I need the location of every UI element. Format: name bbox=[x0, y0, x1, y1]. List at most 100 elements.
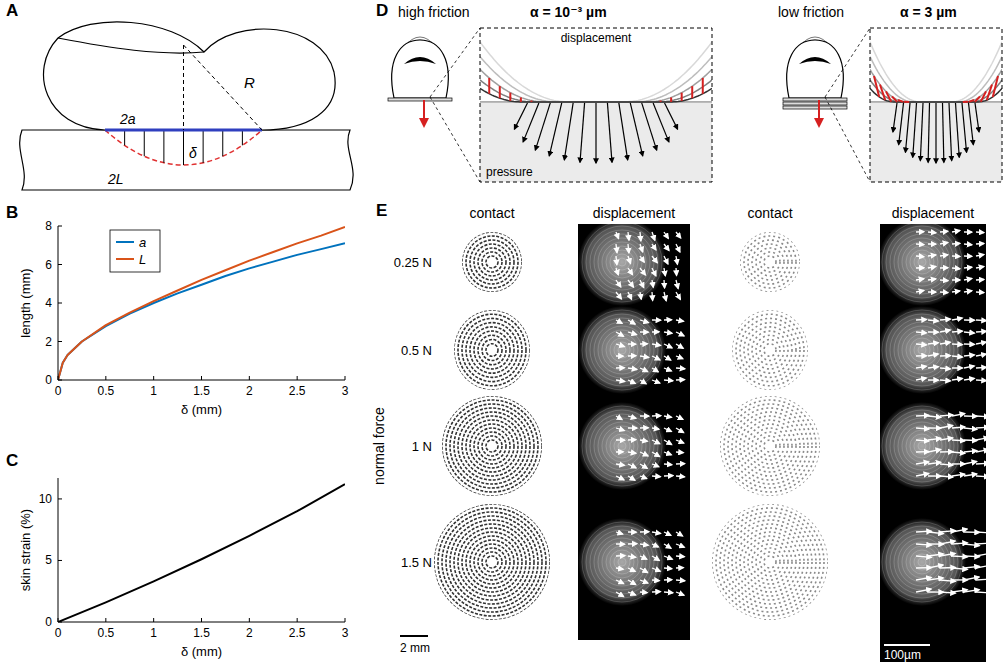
ridge bbox=[478, 432, 506, 460]
displacement-arrow bbox=[676, 344, 683, 348]
displacement-arrow bbox=[676, 544, 684, 547]
displacement-arrow bbox=[916, 255, 924, 257]
ridge bbox=[760, 252, 780, 272]
ridge bbox=[614, 342, 630, 358]
ridge bbox=[910, 550, 934, 574]
displacement-arrow bbox=[664, 244, 669, 251]
x-tick bbox=[345, 376, 346, 380]
ridge bbox=[752, 544, 788, 580]
displacement-arrow bbox=[964, 474, 977, 476]
displacement-arrow bbox=[652, 428, 659, 429]
panel-letter: A bbox=[6, 1, 18, 20]
ridge bbox=[898, 422, 946, 470]
ridge bbox=[882, 224, 962, 302]
ridge bbox=[606, 430, 638, 462]
ridge bbox=[898, 538, 946, 586]
ridge bbox=[760, 436, 780, 456]
displacement-arrow bbox=[928, 331, 938, 332]
displacement-arrow bbox=[640, 380, 646, 384]
pressure-arrow bbox=[893, 103, 897, 132]
ridge bbox=[478, 548, 506, 576]
surface bbox=[20, 130, 353, 190]
displacement-arrow bbox=[928, 416, 941, 417]
ridge bbox=[716, 508, 824, 616]
displacement-arrow bbox=[664, 356, 671, 360]
displacement-arrow bbox=[628, 531, 636, 532]
displacement-arrow bbox=[952, 463, 965, 464]
indent-line bbox=[242, 130, 243, 145]
ridge bbox=[740, 232, 800, 292]
displacement-arrow bbox=[952, 378, 962, 380]
label: δ bbox=[189, 145, 197, 161]
displacement-vector bbox=[670, 97, 672, 101]
displacement-arrow bbox=[976, 553, 986, 556]
displacement-arrow bbox=[616, 355, 623, 356]
displacement-arrow bbox=[928, 243, 936, 244]
displacement-arrow bbox=[952, 452, 965, 453]
ridge bbox=[466, 536, 518, 588]
ridge bbox=[454, 408, 530, 484]
displacement-arrow bbox=[964, 415, 977, 417]
displacement-arrow bbox=[928, 343, 938, 344]
label: 2L bbox=[107, 171, 124, 187]
displacement-arrow bbox=[640, 343, 648, 345]
displacement-arrow bbox=[916, 427, 929, 429]
displacement-arrow bbox=[976, 415, 986, 417]
icon-plate bbox=[388, 98, 452, 101]
skin-region bbox=[480, 102, 712, 182]
pressure-arrow bbox=[949, 103, 952, 161]
pressure-arrow bbox=[928, 103, 929, 162]
legend-label: L bbox=[139, 252, 146, 267]
displacement-arrow bbox=[976, 542, 986, 544]
displacement-arrow bbox=[664, 567, 672, 569]
scale-bar-label: 2 mm bbox=[400, 641, 430, 655]
displacement-arrow bbox=[916, 415, 929, 417]
ridge bbox=[724, 400, 816, 492]
displacement-arrow bbox=[928, 255, 936, 256]
ridge bbox=[882, 522, 962, 602]
series-line bbox=[58, 243, 345, 380]
legend-swatch bbox=[116, 258, 134, 260]
ridge bbox=[764, 556, 776, 568]
displacement-arrow bbox=[652, 368, 658, 372]
ridge bbox=[748, 240, 792, 284]
displacement-arrow bbox=[676, 428, 684, 433]
displacement-arrow bbox=[964, 243, 972, 245]
ridge bbox=[732, 408, 808, 484]
displacement-arrow bbox=[628, 592, 636, 595]
ridge bbox=[914, 254, 930, 270]
ridge bbox=[582, 310, 662, 390]
skin-profile bbox=[870, 80, 1002, 102]
indent-line bbox=[144, 130, 145, 156]
displacement-arrow bbox=[964, 451, 977, 452]
ridge bbox=[610, 250, 634, 274]
ridge bbox=[602, 242, 642, 282]
ridge bbox=[728, 520, 812, 604]
displacement-arrow bbox=[628, 292, 632, 299]
displacement-arrow bbox=[675, 268, 677, 275]
connector bbox=[825, 97, 870, 182]
pressure-arrow bbox=[665, 103, 678, 129]
displacement-arrow bbox=[976, 438, 986, 440]
skin-profile bbox=[480, 89, 712, 102]
indent-line bbox=[183, 130, 184, 165]
panel-letter: C bbox=[6, 451, 18, 470]
y-tick bbox=[58, 622, 62, 623]
series-line bbox=[58, 227, 345, 380]
contact-image bbox=[442, 396, 542, 496]
displacement-arrow bbox=[628, 543, 637, 545]
legend-box bbox=[110, 230, 160, 272]
zoom-label: displacement bbox=[561, 31, 632, 45]
finger-disc bbox=[578, 518, 666, 606]
skin-profile bbox=[870, 42, 1002, 102]
ridge bbox=[764, 344, 776, 357]
ridge bbox=[890, 230, 954, 294]
displacement-arrow bbox=[640, 556, 647, 559]
displacement-vector bbox=[691, 86, 693, 98]
displacement-arrow bbox=[928, 291, 936, 292]
ridge bbox=[446, 400, 538, 492]
pressure-arrow bbox=[580, 103, 585, 162]
x-tick bbox=[58, 618, 59, 622]
icon-plate bbox=[783, 102, 847, 105]
panel-title: high friction bbox=[398, 4, 470, 20]
